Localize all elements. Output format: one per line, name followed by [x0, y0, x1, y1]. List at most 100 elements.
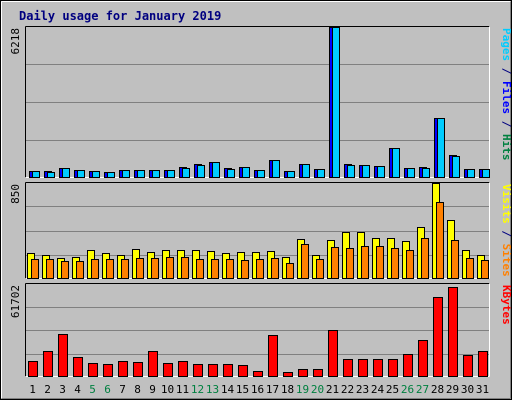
bar-sites-day-27 — [421, 238, 429, 279]
bar-kbytes-day-7 — [118, 361, 128, 377]
bar-sites-day-18 — [286, 263, 294, 279]
bar-pages-day-12 — [197, 165, 205, 178]
bar-pages-day-5 — [92, 171, 100, 178]
bar-sites-day-4 — [76, 261, 84, 279]
bar-kbytes-day-8 — [133, 362, 143, 377]
x-tick-label-day-4: 4 — [74, 383, 81, 396]
bar-sites-day-17 — [271, 258, 279, 279]
x-tick-label-day-28: 28 — [431, 383, 444, 396]
bar-kbytes-day-27 — [418, 340, 428, 377]
x-tick-label-day-11: 11 — [176, 383, 189, 396]
bar-pages-day-24 — [377, 166, 385, 178]
bar-kbytes-day-25 — [388, 359, 398, 377]
bar-pages-day-17 — [272, 160, 280, 178]
bar-sites-day-31 — [481, 260, 489, 279]
bar-sites-day-20 — [316, 259, 324, 279]
chart-title: Daily usage for January 2019 — [19, 9, 221, 23]
bar-kbytes-day-30 — [463, 355, 473, 377]
x-tick-label-day-27: 27 — [416, 383, 429, 396]
panel-kbytes-max-label: 61702 — [9, 285, 22, 318]
bar-pages-day-31 — [482, 169, 490, 178]
bar-sites-day-26 — [406, 250, 414, 279]
x-tick-label-day-2: 2 — [44, 383, 51, 396]
panel-visits-sites-max-label: 850 — [9, 184, 22, 204]
bar-pages-day-22 — [347, 165, 355, 178]
bar-kbytes-day-14 — [223, 364, 233, 377]
bar-sites-day-16 — [256, 259, 264, 279]
x-tick-label-day-5: 5 — [89, 383, 96, 396]
panel-kbytes-legend: KBytes — [500, 285, 511, 325]
x-tick-label-day-12: 12 — [191, 383, 204, 396]
x-tick-label-day-30: 30 — [461, 383, 474, 396]
bar-sites-day-15 — [241, 260, 249, 279]
bar-pages-day-26 — [407, 168, 415, 178]
bar-kbytes-day-24 — [373, 359, 383, 377]
bar-sites-day-25 — [391, 248, 399, 279]
x-tick-label-day-14: 14 — [221, 383, 235, 396]
bar-pages-day-28 — [437, 118, 445, 178]
x-tick-label-day-6: 6 — [104, 383, 111, 396]
bar-sites-day-1 — [31, 259, 39, 279]
x-tick-label-day-20: 20 — [311, 383, 324, 396]
x-tick-label-day-7: 7 — [119, 383, 126, 396]
bar-kbytes-day-15 — [238, 365, 248, 377]
x-tick-label-day-21: 21 — [326, 383, 339, 396]
bar-kbytes-day-20 — [313, 369, 323, 377]
bar-pages-day-4 — [77, 170, 85, 178]
bar-sites-day-2 — [46, 259, 54, 279]
bar-pages-day-15 — [242, 167, 250, 178]
bar-sites-day-29 — [451, 240, 459, 279]
bar-pages-day-16 — [257, 170, 265, 178]
panel-visits-sites-legend: Visits / Sites — [500, 184, 511, 277]
bar-kbytes-day-13 — [208, 364, 218, 377]
bar-pages-day-1 — [32, 171, 40, 178]
bar-pages-day-27 — [422, 168, 430, 178]
bar-sites-day-11 — [181, 257, 189, 279]
x-tick-label-day-15: 15 — [236, 383, 249, 396]
bar-pages-day-21 — [332, 27, 340, 178]
bar-kbytes-day-23 — [358, 359, 368, 377]
legend-segment: Visits — [500, 184, 511, 224]
bar-kbytes-day-11 — [178, 361, 188, 377]
bar-kbytes-day-19 — [298, 369, 308, 377]
bar-sites-day-30 — [466, 258, 474, 279]
legend-segment: KBytes — [500, 285, 511, 325]
panel-pages-files-max-label: 6218 — [9, 28, 22, 55]
bar-pages-day-8 — [137, 170, 145, 178]
legend-segment: Pages — [500, 28, 511, 61]
bar-kbytes-day-18 — [283, 372, 293, 377]
bar-sites-day-6 — [106, 259, 114, 279]
bar-pages-day-18 — [287, 171, 295, 178]
x-tick-label-day-31: 31 — [476, 383, 489, 396]
bar-kbytes-day-12 — [193, 364, 203, 377]
legend-segment: Hits — [500, 134, 511, 161]
x-tick-label-day-13: 13 — [206, 383, 219, 396]
bar-kbytes-day-9 — [148, 351, 158, 377]
x-tick-label-day-9: 9 — [149, 383, 156, 396]
x-tick-label-day-8: 8 — [134, 383, 141, 396]
legend-segment: / — [500, 61, 511, 81]
legend-segment: Files — [500, 81, 511, 114]
bar-kbytes-day-29 — [448, 287, 458, 377]
bar-sites-day-10 — [166, 257, 174, 279]
bar-sites-day-28 — [436, 202, 444, 279]
x-tick-label-day-26: 26 — [401, 383, 414, 396]
bar-pages-day-7 — [122, 170, 130, 178]
bar-sites-day-24 — [376, 246, 384, 279]
bar-kbytes-day-28 — [433, 297, 443, 377]
bar-pages-day-20 — [317, 169, 325, 178]
x-tick-label-day-19: 19 — [296, 383, 309, 396]
bar-sites-day-13 — [211, 259, 219, 279]
bar-kbytes-day-5 — [88, 363, 98, 377]
x-tick-label-day-25: 25 — [386, 383, 399, 396]
bar-sites-day-3 — [61, 261, 69, 279]
bar-sites-day-19 — [301, 244, 309, 279]
bar-pages-day-25 — [392, 148, 400, 178]
bar-kbytes-day-4 — [73, 357, 83, 377]
bar-kbytes-day-26 — [403, 354, 413, 377]
bar-pages-day-6 — [107, 172, 115, 178]
bar-pages-day-14 — [227, 169, 235, 178]
bar-sites-day-14 — [226, 259, 234, 279]
bar-pages-day-19 — [302, 164, 310, 178]
